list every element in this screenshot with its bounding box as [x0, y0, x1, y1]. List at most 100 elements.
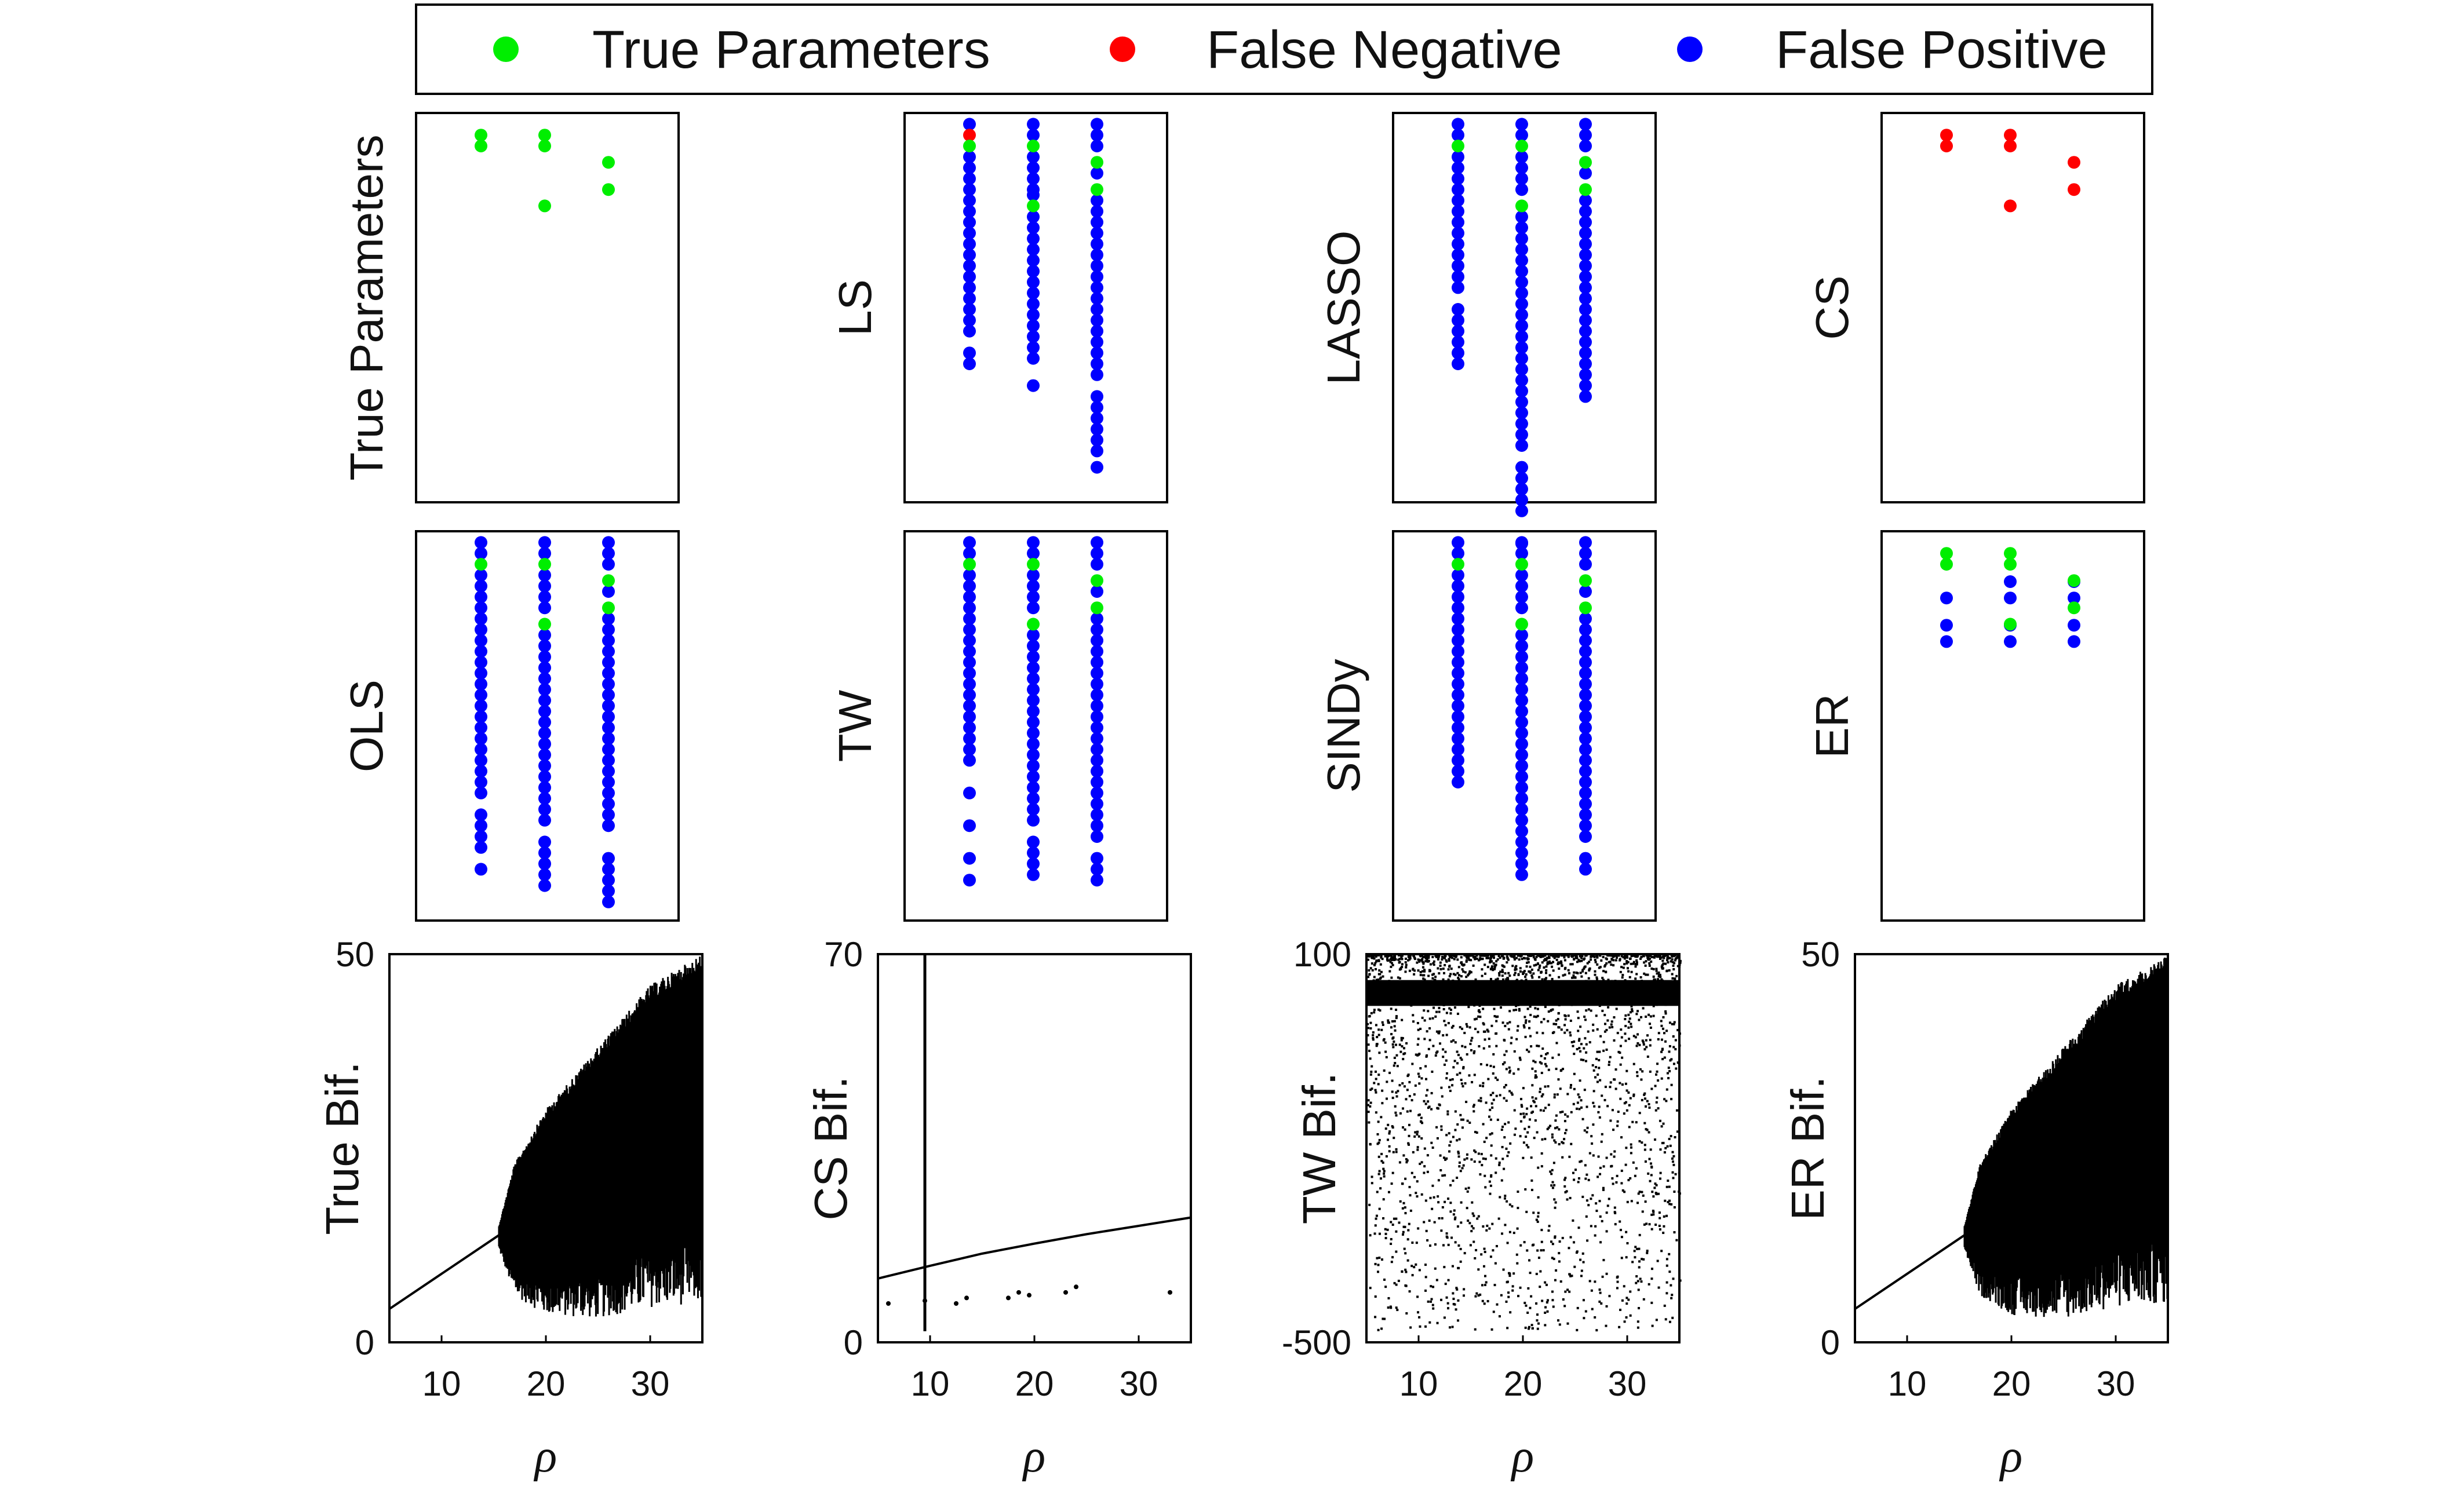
- x-tick-label: 20: [1015, 1364, 1054, 1403]
- scatter-point: [1472, 1105, 1475, 1108]
- scatter-point: [1610, 980, 1613, 983]
- scatter-point: [1531, 1067, 1534, 1070]
- scatter-point: [1594, 1316, 1597, 1319]
- legend: True Parameters False Negative False Pos…: [415, 3, 2153, 95]
- scatter-point: [1613, 954, 1616, 957]
- scatter-point: [1577, 1029, 1580, 1032]
- scatter-point: [1473, 1160, 1476, 1163]
- scatter-point: [1668, 981, 1671, 984]
- scatter-point: [1463, 1032, 1466, 1035]
- scatter-point: [1420, 981, 1423, 984]
- false-positive-dot: [1452, 721, 1464, 734]
- scatter-point: [1408, 1290, 1411, 1293]
- scatter-point: [1595, 1065, 1598, 1068]
- scatter-point: [1380, 1327, 1383, 1330]
- false-positive-dot: [1515, 183, 1528, 196]
- false-positive-dot: [1452, 249, 1464, 261]
- scatter-point: [1417, 1135, 1420, 1138]
- scatter-point: [1457, 1266, 1460, 1269]
- scatter-point: [1591, 955, 1594, 958]
- false-positive-dot: [1027, 172, 1040, 185]
- scatter-point: [1554, 1127, 1557, 1130]
- false-positive-dot: [1579, 194, 1592, 207]
- scatter-point: [1671, 1151, 1674, 1153]
- scatter-point: [1551, 1257, 1554, 1259]
- scatter-point: [1486, 1028, 1489, 1031]
- bifurcation-marks: [388, 956, 704, 1317]
- scatter-point: [1475, 1248, 1478, 1251]
- scatter-point: [1608, 1061, 1611, 1064]
- scatter-point: [1388, 1132, 1391, 1135]
- scatter-point: [1468, 970, 1471, 973]
- false-positive-dot: [1579, 863, 1592, 876]
- scatter-point: [1670, 960, 1672, 963]
- scatter-point: [1642, 1194, 1645, 1197]
- scatter-point: [1580, 975, 1583, 978]
- false-positive-dot: [1091, 874, 1103, 887]
- scatter-point: [1471, 954, 1474, 957]
- scatter-point: [1551, 1243, 1554, 1246]
- false-positive-dot: [1579, 335, 1592, 349]
- scatter-point: [1569, 1019, 1572, 1022]
- scatter-point: [1369, 1105, 1372, 1108]
- false-positive-dot: [1452, 303, 1464, 316]
- scatter-point: [1661, 963, 1664, 966]
- scatter-point: [1623, 1000, 1626, 1003]
- scatter-point: [1370, 1071, 1373, 1074]
- scatter-point: [1470, 959, 1472, 962]
- scatter-point: [1474, 958, 1477, 961]
- scatter-point: [1530, 974, 1533, 977]
- scatter-point: [1583, 1016, 1586, 1018]
- scatter-point: [1625, 1256, 1628, 1259]
- scatter-point: [1478, 1160, 1481, 1163]
- scatter-point: [1585, 991, 1588, 994]
- scatter-point: [1442, 1244, 1445, 1247]
- scatter-point: [1665, 1214, 1668, 1217]
- scatter-point: [1562, 1142, 1565, 1145]
- scatter-point: [1404, 1225, 1406, 1228]
- scatter-point: [1406, 995, 1409, 998]
- scatter-point: [1441, 1217, 1444, 1219]
- scatter-point: [1603, 1014, 1606, 1017]
- scatter-point: [1566, 1288, 1569, 1291]
- scatter-point: [1426, 1030, 1428, 1033]
- scatter-point: [1413, 999, 1416, 1002]
- scatter-point: [1661, 959, 1664, 962]
- scatter-point: [1401, 1045, 1404, 1048]
- scatter-point: [1632, 962, 1635, 965]
- scatter-point: [1431, 1070, 1434, 1073]
- scatter-point: [1511, 965, 1514, 967]
- scatter-point: [1492, 1053, 1495, 1056]
- scatter-point: [1499, 1094, 1501, 1097]
- scatter-point: [1643, 986, 1646, 989]
- scatter-point: [1508, 1066, 1511, 1069]
- scatter-point: [1599, 1241, 1602, 1244]
- scatter-point: [1370, 1012, 1373, 1014]
- false-positive-dot: [538, 803, 551, 816]
- scatter-point: [1457, 1299, 1460, 1302]
- scatter-point: [1547, 1010, 1550, 1013]
- scatter-point: [1629, 1290, 1632, 1293]
- scatter-point: [1644, 1105, 1647, 1108]
- scatter-point: [1462, 1164, 1465, 1167]
- scatter-point: [1582, 1058, 1585, 1061]
- scatter-point: [1576, 1306, 1579, 1309]
- scatter-point: [1591, 1194, 1594, 1197]
- scatter-point: [1473, 1149, 1476, 1152]
- scatter-point: [1491, 1106, 1494, 1109]
- scatter-point: [1638, 1233, 1641, 1236]
- scatter-point: [1624, 1025, 1627, 1028]
- scatter-point: [1620, 1257, 1623, 1259]
- scatter-point: [1569, 1034, 1572, 1037]
- scatter-point: [1424, 1199, 1427, 1202]
- scatter-point: [1378, 1207, 1381, 1210]
- scatter-point: [1468, 972, 1471, 974]
- scatter-point: [1636, 1326, 1639, 1329]
- scatter-point: [1411, 1274, 1414, 1277]
- scatter-point: [1646, 1251, 1649, 1254]
- scatter-point: [1463, 1288, 1466, 1291]
- scatter-point: [1472, 1214, 1475, 1217]
- scatter-point: [1644, 1200, 1647, 1203]
- false-positive-dot: [538, 590, 551, 604]
- scatter-point: [1459, 1057, 1462, 1060]
